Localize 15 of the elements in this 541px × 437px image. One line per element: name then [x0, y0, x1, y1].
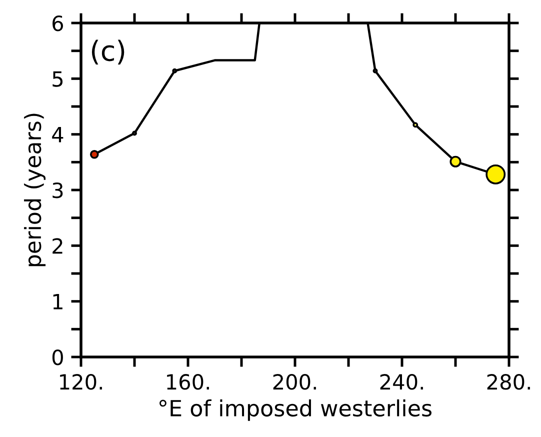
- annotation: (c): [92, 40, 124, 64]
- y-tick-label: 5: [52, 71, 63, 87]
- y-tick-label: 4: [52, 127, 64, 142]
- x-tick-label: 240.: [380, 374, 423, 390]
- y-tick-label: 1: [53, 294, 62, 310]
- y-tick-label: 3: [52, 182, 63, 198]
- x-tick-label: 280.: [487, 374, 530, 390]
- x-axis-title: °E of imposed westerlies: [160, 399, 432, 421]
- x-tick-label: 200.: [273, 374, 316, 390]
- y-tick-label: 0: [52, 349, 63, 366]
- x-tick-label: 160.: [167, 374, 209, 390]
- y-tick-label: 6: [52, 15, 64, 32]
- y-axis-title: period (years): [24, 114, 46, 266]
- x-tick-label: 120.: [60, 374, 102, 390]
- y-tick-label: 2: [52, 238, 62, 254]
